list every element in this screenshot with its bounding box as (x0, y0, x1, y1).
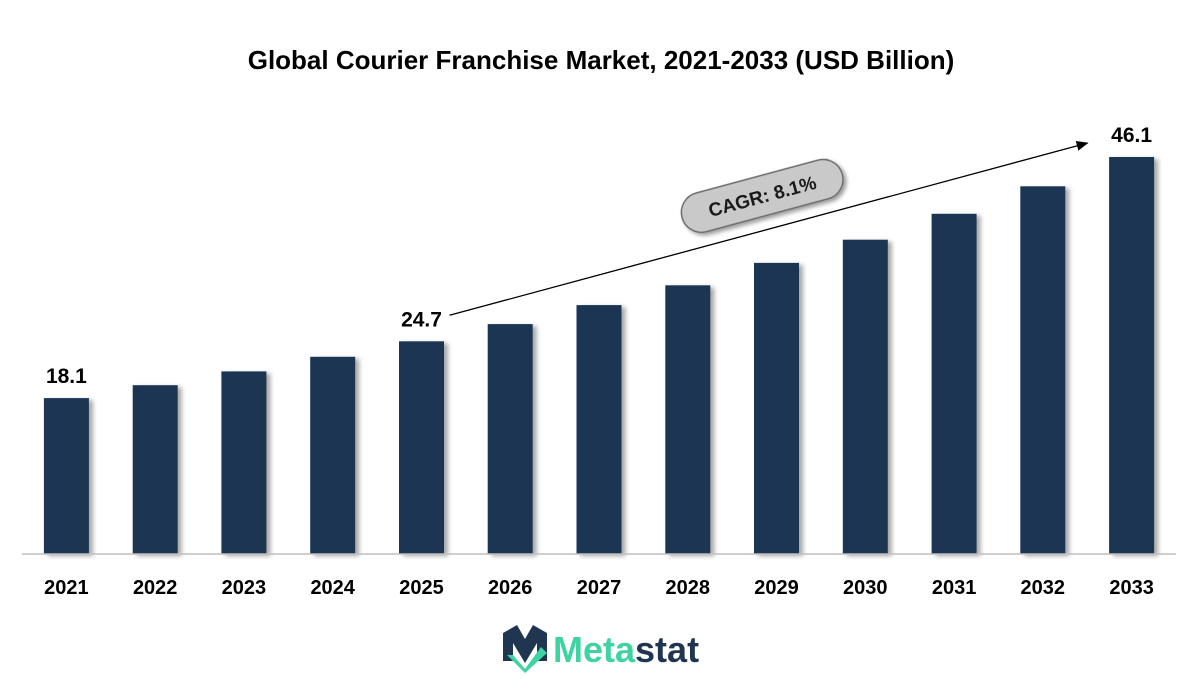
logo-text-meta: Meta (553, 629, 636, 670)
bars-layer (43, 157, 1155, 555)
data-label-2021: 18.1 (46, 365, 87, 388)
x-tick-label-2022: 2022 (133, 577, 178, 599)
bar-2021 (43, 398, 89, 554)
x-tick-label-2031: 2031 (932, 577, 977, 599)
bar-2030 (842, 239, 888, 554)
x-tick-label-2023: 2023 (222, 577, 267, 599)
data-label-2033: 46.1 (1111, 124, 1152, 147)
svg-text:Metastat: Metastat (553, 629, 699, 670)
bar-2027 (576, 305, 622, 554)
x-tick-label-2032: 2032 (1021, 577, 1066, 599)
data-label-2025: 24.7 (401, 308, 442, 331)
x-tick-label-2021: 2021 (44, 577, 89, 599)
metastat-logo: Metastat (503, 625, 699, 673)
cagr-badge-shape (680, 158, 844, 234)
x-tick-label-2028: 2028 (666, 577, 711, 599)
x-tick-label-2030: 2030 (843, 577, 888, 599)
bar-2029 (754, 262, 799, 554)
cagr-arrow (449, 141, 1089, 316)
x-tick-label-2027: 2027 (577, 577, 622, 599)
bar-2026 (487, 324, 533, 554)
bar-2031 (931, 213, 977, 555)
metastat-m-logo-icon (503, 625, 547, 673)
data-labels: 18.1 24.7 46.1 (46, 124, 1152, 388)
logo-text-stat: stat (635, 629, 699, 670)
chart-title: Global Courier Franchise Market, 2021-20… (248, 45, 955, 75)
x-tick-label-2025: 2025 (399, 577, 444, 599)
cagr-badge: CAGR: 8.1% (680, 158, 844, 234)
x-tick-labels: 2021 2022 2023 2024 2025 2026 2027 2028 2029 2030… (44, 577, 1154, 599)
bar-2028 (665, 285, 711, 554)
bar-2022 (132, 385, 178, 554)
x-tick-label-2029: 2029 (754, 577, 799, 599)
bar-2024 (310, 356, 356, 554)
bar-2033 (1109, 157, 1155, 554)
bar-2025 (399, 341, 444, 554)
bar-2032 (1020, 186, 1066, 555)
bar-2023 (221, 371, 267, 554)
x-tick-label-2024: 2024 (310, 577, 355, 599)
x-tick-label-2026: 2026 (488, 577, 533, 599)
x-tick-label-2033: 2033 (1109, 577, 1154, 599)
